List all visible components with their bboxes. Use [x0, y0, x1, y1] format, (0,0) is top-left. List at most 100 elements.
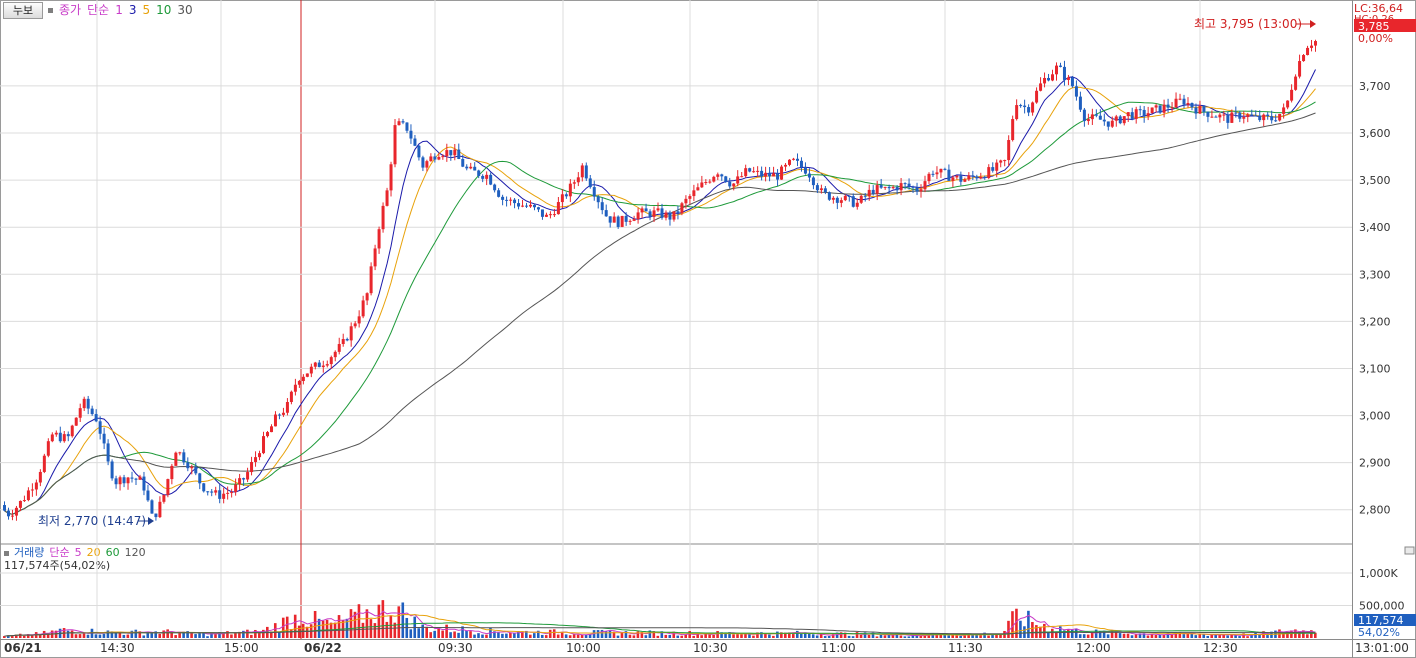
- mode-button[interactable]: 누보: [3, 2, 43, 19]
- volume-bar: [497, 632, 500, 638]
- volume-bar: [1306, 634, 1309, 638]
- candle: [1027, 107, 1031, 113]
- volume-bar: [1182, 634, 1186, 638]
- volume-bar: [724, 633, 727, 638]
- legend-ma-3[interactable]: 3: [128, 3, 137, 17]
- volume-ma-5[interactable]: 5: [74, 546, 82, 559]
- legend-ma-10[interactable]: 10: [156, 3, 172, 17]
- volume-bar: [70, 630, 74, 638]
- volume-bar: [788, 632, 791, 638]
- candle: [102, 433, 106, 444]
- volume-bar: [1250, 634, 1253, 638]
- volume-bar: [1242, 633, 1245, 638]
- candle: [680, 203, 684, 213]
- candle: [381, 205, 385, 230]
- volume-bar: [222, 633, 225, 638]
- volume-type-label[interactable]: 단순: [49, 546, 70, 559]
- candle: [441, 156, 445, 158]
- volume-bar: [1170, 634, 1174, 638]
- candle: [361, 300, 365, 317]
- volume-bar: [604, 631, 608, 638]
- candle: [461, 158, 465, 167]
- volume-bar: [847, 635, 851, 638]
- volume-bar: [509, 632, 512, 638]
- volume-bar: [98, 634, 102, 638]
- candle: [891, 187, 895, 189]
- candle: [1210, 116, 1214, 118]
- volume-bar: [584, 634, 588, 638]
- volume-bar: [325, 619, 329, 638]
- volume-bar: [784, 632, 787, 638]
- volume-bar: [521, 631, 524, 638]
- volume-ma-120[interactable]: 120: [124, 546, 146, 559]
- volume-bar: [206, 636, 209, 638]
- volume-bar: [1230, 634, 1233, 638]
- legend-ma-30[interactable]: 30: [177, 3, 193, 17]
- candle: [501, 196, 505, 200]
- candle: [1039, 83, 1043, 91]
- volume-bar: [616, 635, 620, 638]
- volume-ma-60[interactable]: 60: [105, 546, 120, 559]
- volume-bar: [1226, 635, 1229, 638]
- volume-bar: [704, 633, 707, 638]
- candle: [1118, 116, 1122, 124]
- candle: [943, 168, 947, 170]
- legend-type-label[interactable]: 단순: [87, 3, 110, 17]
- candle: [3, 505, 6, 511]
- candle: [975, 176, 979, 179]
- candle: [493, 184, 497, 191]
- volume-bar: [955, 635, 958, 638]
- candle: [1202, 106, 1206, 112]
- candle: [1031, 102, 1035, 113]
- low-annotation: 최저 2,770 (14:47): [38, 514, 146, 528]
- volume-bar: [289, 629, 293, 638]
- volume-bar: [1082, 634, 1086, 638]
- candle: [417, 145, 421, 158]
- volume-bar: [465, 630, 468, 638]
- legend-price-label[interactable]: 종가: [59, 3, 82, 17]
- candle: [536, 207, 540, 210]
- candle: [660, 208, 664, 218]
- candle: [301, 376, 305, 382]
- volume-bar: [556, 634, 560, 638]
- candle: [588, 178, 592, 188]
- volume-bar: [1150, 634, 1154, 638]
- volume-bar: [114, 632, 118, 638]
- candle: [194, 466, 198, 474]
- candle: [529, 204, 532, 207]
- volume-bar: [1090, 632, 1094, 638]
- legend-ma-1[interactable]: 1: [115, 3, 123, 17]
- candle: [895, 187, 899, 191]
- candle: [521, 205, 525, 207]
- time-label: 11:00: [821, 641, 856, 655]
- candle: [433, 156, 437, 160]
- candle: [915, 187, 919, 192]
- volume-bar: [150, 632, 154, 638]
- volume-bar: [795, 630, 799, 638]
- candle: [780, 166, 784, 180]
- volume-bar: [951, 635, 954, 638]
- volume-bar: [919, 635, 923, 638]
- volume-bar: [246, 629, 249, 638]
- price-tick-label: 3,200: [1359, 315, 1391, 328]
- candle: [138, 476, 142, 480]
- volume-label[interactable]: 거래량: [14, 546, 45, 559]
- candle: [795, 158, 799, 161]
- candle: [843, 195, 847, 201]
- ma-line-3: [4, 69, 1316, 515]
- candle: [636, 212, 640, 220]
- legend-ma-5[interactable]: 5: [142, 3, 151, 17]
- volume-bar: [935, 634, 939, 638]
- candle: [30, 489, 34, 491]
- volume-bar: [807, 633, 811, 638]
- volume-bar: [803, 632, 807, 638]
- price-tick-label: 2,800: [1359, 504, 1391, 517]
- candle: [1274, 120, 1278, 122]
- volume-bar: [1234, 635, 1237, 638]
- volume-bar: [1023, 626, 1026, 638]
- volume-bar: [879, 634, 883, 638]
- volume-bar: [672, 631, 676, 638]
- candle: [1222, 114, 1226, 116]
